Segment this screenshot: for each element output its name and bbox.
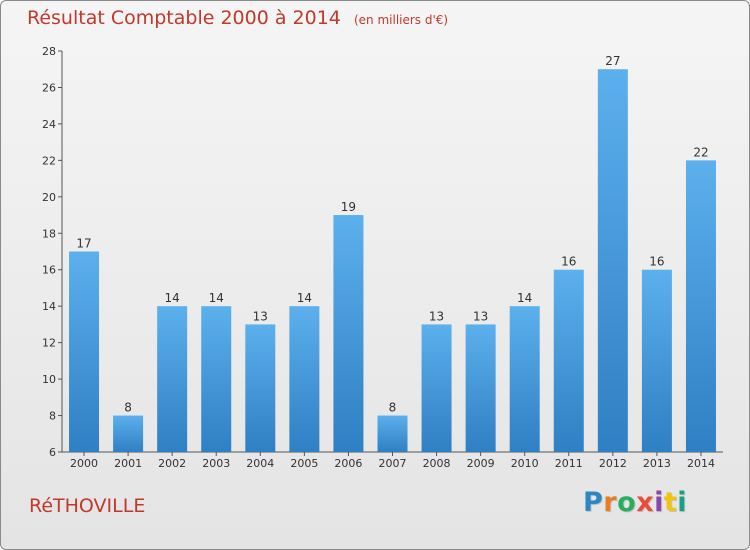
y-tick-label: 12: [42, 337, 56, 350]
logo-letter: i: [654, 487, 664, 518]
x-tick-label: 2014: [687, 457, 715, 470]
chart-unit: (en milliers d'€): [353, 13, 449, 27]
y-tick-label: 10: [42, 373, 56, 386]
bar-2011: [553, 269, 584, 452]
bar-2012: [597, 69, 628, 453]
x-tick-label: 2005: [290, 457, 318, 470]
bar-2009: [465, 324, 496, 452]
bar-2006: [333, 215, 364, 452]
data-label: 14: [297, 291, 312, 305]
x-tick-label: 2000: [70, 457, 98, 470]
x-tick-label: 2004: [246, 457, 274, 470]
logo-letter: i: [677, 487, 688, 518]
y-tick-label: 24: [42, 118, 56, 131]
data-label: 8: [124, 401, 132, 415]
bar-2013: [641, 269, 672, 452]
bar-2014: [685, 160, 716, 452]
bars: [69, 69, 716, 453]
data-label: 13: [429, 309, 444, 323]
y-tick-label: 14: [42, 300, 56, 313]
x-tick-label: 2010: [511, 457, 539, 470]
x-tick-label: 2008: [423, 457, 451, 470]
data-label: 13: [253, 309, 268, 323]
x-tick-label: 2002: [158, 457, 186, 470]
data-label: 14: [209, 291, 224, 305]
bar-2008: [421, 324, 452, 452]
title-row: Résultat Comptable 2000 à 2014 (en milli…: [27, 7, 448, 29]
y-tick-label: 26: [42, 81, 56, 94]
bar-2010: [509, 306, 540, 452]
data-label: 17: [76, 237, 91, 251]
data-label: 22: [693, 145, 708, 159]
data-label: 14: [517, 291, 532, 305]
data-label: 19: [341, 200, 356, 214]
proxiti-logo: Proxiti: [583, 487, 687, 518]
y-tick-label: 22: [42, 154, 56, 167]
x-tick-label: 2012: [599, 457, 627, 470]
x-tick-label: 2007: [379, 457, 407, 470]
x-tick-label: 2009: [467, 457, 495, 470]
x-tick-label: 2006: [334, 457, 362, 470]
bar-2002: [157, 306, 188, 452]
data-label: 16: [561, 255, 576, 269]
y-tick-label: 20: [42, 191, 56, 204]
logo-letter: o: [617, 487, 637, 518]
x-tick-label: 2001: [114, 457, 142, 470]
bar-2004: [245, 324, 276, 452]
logo-letter: r: [603, 487, 618, 518]
x-tick-label: 2003: [202, 457, 230, 470]
x-tick-label: 2011: [555, 457, 583, 470]
bar-2001: [113, 415, 144, 452]
x-tick-label: 2013: [643, 457, 671, 470]
chart-title: Résultat Comptable 2000 à 2014: [27, 7, 341, 29]
logo-letter: P: [583, 487, 604, 518]
bar-2005: [289, 306, 320, 452]
bar-2000: [69, 251, 100, 452]
data-label: 8: [389, 401, 397, 415]
logo-letter: x: [636, 487, 655, 518]
commune-name: RéTHOVILLE: [29, 495, 146, 517]
y-tick-label: 6: [49, 446, 56, 459]
bar-2003: [201, 306, 232, 452]
y-tick-label: 28: [42, 45, 56, 58]
data-labels: 17 8 14 14 13 14 19 8 13 13 14 16 27 16 22: [76, 54, 708, 414]
bar-2007: [377, 415, 408, 452]
data-label: 14: [165, 291, 180, 305]
data-label: 13: [473, 309, 488, 323]
logo-letter: t: [663, 487, 678, 518]
y-tick-label: 18: [42, 227, 56, 240]
y-tick-label: 16: [42, 264, 56, 277]
data-label: 27: [605, 54, 620, 68]
y-tick-label: 8: [49, 410, 56, 423]
data-label: 16: [649, 255, 664, 269]
